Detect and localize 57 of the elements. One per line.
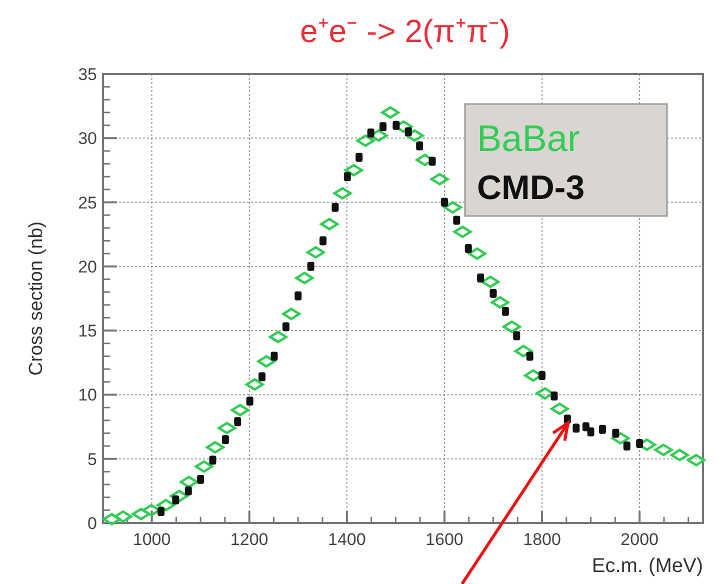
series-label: BaBar <box>477 118 580 159</box>
point <box>356 152 363 162</box>
chart-title: e⁺e⁻ -> 2(π⁺π⁻) <box>300 13 510 49</box>
point <box>209 456 216 465</box>
y-tick-label: 5 <box>88 450 97 469</box>
point <box>623 442 630 451</box>
point <box>490 288 497 298</box>
y-tick-label: 0 <box>88 514 97 533</box>
point <box>538 370 546 380</box>
point <box>158 506 165 516</box>
series-label: CMD-3 <box>477 169 585 207</box>
y-tick-label: 20 <box>78 257 97 276</box>
point <box>513 331 520 340</box>
point <box>332 202 339 212</box>
point <box>246 396 254 406</box>
point <box>197 474 204 484</box>
point <box>282 322 290 332</box>
y-tick-label: 35 <box>78 65 97 84</box>
point <box>258 372 266 382</box>
point <box>526 352 534 361</box>
point <box>270 352 278 361</box>
point <box>464 244 472 253</box>
point <box>416 141 424 150</box>
point <box>392 120 400 130</box>
point <box>184 486 192 496</box>
x-tick-label: 2000 <box>620 530 658 549</box>
y-axis-title: Cross section (nb) <box>26 221 47 376</box>
point <box>550 391 558 400</box>
point <box>367 128 374 138</box>
x-tick-label: 1400 <box>328 530 366 549</box>
x-tick-label: 1000 <box>132 530 171 549</box>
point <box>294 291 302 300</box>
point <box>344 172 351 182</box>
y-tick-label: 15 <box>78 322 97 341</box>
point <box>380 122 386 132</box>
x-axis-title: Ec.m. (MeV) <box>592 555 703 577</box>
point <box>234 417 242 426</box>
point <box>404 127 412 136</box>
point <box>599 424 606 434</box>
point <box>453 216 460 225</box>
x-tick-label: 1200 <box>230 530 268 549</box>
point <box>587 427 594 436</box>
point <box>320 236 326 246</box>
point <box>612 428 620 438</box>
point <box>502 306 509 316</box>
point <box>428 156 436 166</box>
y-tick-label: 10 <box>78 386 97 405</box>
point <box>636 438 644 448</box>
point <box>222 435 229 444</box>
point <box>440 198 448 207</box>
point <box>477 273 484 282</box>
point <box>572 424 580 433</box>
x-tick-label: 1800 <box>523 530 561 549</box>
x-tick-label: 1600 <box>426 530 464 549</box>
y-tick-label: 30 <box>78 129 97 148</box>
point <box>307 262 314 271</box>
y-tick-label: 25 <box>78 193 97 212</box>
